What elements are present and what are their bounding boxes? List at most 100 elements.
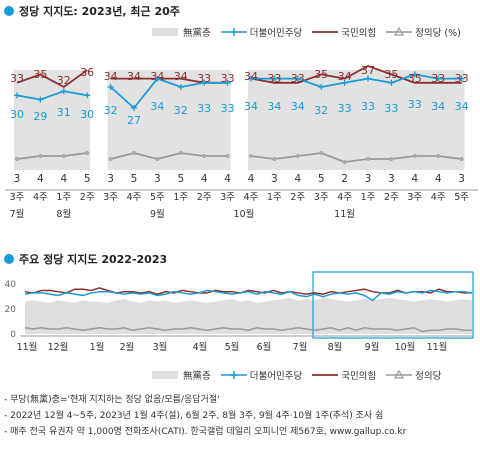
legend-item-dem: 더불어민주당 bbox=[220, 368, 302, 382]
legend-item-noparty: 無黨층 bbox=[152, 368, 211, 382]
dem-value-label: 34 bbox=[150, 100, 164, 113]
plus-marker-line-icon bbox=[220, 371, 247, 379]
month-label: 7월 bbox=[293, 341, 308, 353]
week-tick-label: 3주 bbox=[407, 192, 422, 203]
legend-label-justice: 정의당 bbox=[415, 371, 442, 382]
ppp-value-label: 33 bbox=[267, 72, 281, 85]
week-tick-label: 4주 bbox=[337, 192, 352, 203]
series-line-2-1 bbox=[110, 152, 228, 160]
dem-point bbox=[60, 88, 67, 95]
ppp-value-label: 35 bbox=[384, 68, 398, 81]
justice-value-label: 4 bbox=[248, 173, 255, 185]
dem-value-label: 32 bbox=[314, 104, 328, 117]
footnote-1: - 무당(無黨)층='현재 지지하는 정당 없음/모름/응답거절' bbox=[4, 395, 220, 405]
week-tick-label: 1주 bbox=[56, 192, 71, 203]
section1-title-text: 정당 지지도: 2023년, 최근 20주 bbox=[19, 5, 180, 18]
justice-point bbox=[412, 154, 417, 158]
noparty-area-1 bbox=[107, 70, 231, 170]
y-tick-label: 0 bbox=[10, 330, 16, 340]
bullet-dot-icon bbox=[4, 254, 14, 264]
justice-point bbox=[202, 154, 207, 158]
justice-value-label: 5 bbox=[84, 173, 91, 185]
dem-value-label: 32 bbox=[104, 104, 118, 117]
month-label: 11월 bbox=[17, 341, 38, 353]
dem-value-label: 34 bbox=[244, 100, 258, 113]
justice-value-label: 4 bbox=[411, 173, 418, 185]
footnotes: - 무당(無黨)층='현재 지지하는 정당 없음/모름/응답거절' - 2022… bbox=[4, 392, 406, 440]
ppp-value-label: 35 bbox=[314, 68, 328, 81]
dem-value-label: 33 bbox=[221, 102, 235, 115]
dem-point bbox=[271, 75, 278, 82]
month-label: 12월 bbox=[48, 341, 69, 353]
justice-value-label: 3 bbox=[271, 173, 278, 185]
week-tick-label: 2주 bbox=[384, 192, 399, 203]
month-label: 10월 bbox=[395, 341, 416, 353]
series-line-1 bbox=[24, 289, 473, 302]
justice-point bbox=[85, 151, 90, 155]
legend-label-ppp: 국민의힘 bbox=[341, 28, 377, 39]
recent-period-highlight-box bbox=[312, 271, 474, 339]
ppp-value-label: 33 bbox=[431, 72, 445, 85]
noparty-area bbox=[25, 297, 472, 334]
ppp-value-label: 37 bbox=[361, 64, 375, 77]
week-tick-label: 1주 bbox=[173, 192, 188, 203]
dem-point bbox=[248, 75, 254, 82]
dem-point bbox=[318, 84, 325, 90]
series-line-1-0 bbox=[16, 90, 88, 101]
ppp-value-label: 34 bbox=[150, 70, 164, 83]
week-tick-label: 2주 bbox=[80, 192, 95, 203]
gray-box-icon bbox=[152, 28, 178, 36]
section2-title-text: 주요 정당 지지도 2022-2023 bbox=[19, 253, 168, 266]
dem-point bbox=[84, 92, 91, 99]
dem-value-label: 33 bbox=[408, 98, 422, 111]
ppp-value-label: 33 bbox=[10, 72, 24, 85]
justice-point bbox=[319, 151, 324, 155]
justice-value-label: 3 bbox=[458, 173, 465, 185]
week-tick-label: 5주 bbox=[150, 192, 165, 203]
series-line-1-1 bbox=[109, 77, 228, 110]
justice-value-label: 4 bbox=[60, 173, 67, 185]
series-line-2-0 bbox=[16, 152, 88, 160]
justice-value-label: 4 bbox=[224, 173, 231, 185]
month-label: 8월 bbox=[328, 341, 343, 353]
dem-value-label: 33 bbox=[384, 102, 398, 115]
week-tick-label: 3주 bbox=[220, 192, 235, 203]
dem-point bbox=[341, 79, 348, 86]
bullet-dot-icon bbox=[4, 6, 14, 16]
ppp-value-label: 34 bbox=[104, 70, 118, 83]
justice-point bbox=[295, 154, 300, 158]
justice-point bbox=[15, 157, 19, 161]
section1-title: 정당 지지도: 2023년, 최근 20주 bbox=[4, 3, 180, 19]
justice-value-label: 2 bbox=[341, 173, 348, 185]
justice-point bbox=[272, 157, 277, 161]
ppp-value-label: 33 bbox=[221, 72, 235, 85]
series-line-2-2 bbox=[250, 152, 462, 163]
series-line-0-0 bbox=[16, 69, 88, 89]
dem-point bbox=[365, 75, 371, 82]
dem-point bbox=[435, 75, 442, 82]
month-label: 5월 bbox=[225, 341, 240, 353]
legend-label-ppp: 국민의힘 bbox=[341, 371, 377, 382]
legend-label-justice: 정의당 (%) bbox=[415, 28, 461, 39]
legend-item-dem: 더불어민주당 bbox=[220, 25, 302, 39]
dem-value-label: 27 bbox=[127, 114, 141, 127]
justice-value-label: 4 bbox=[37, 173, 44, 185]
week-tick-label: 2주 bbox=[290, 192, 305, 203]
dem-value-label: 34 bbox=[291, 100, 305, 113]
series-line-2 bbox=[24, 326, 472, 333]
justice-point bbox=[389, 157, 394, 161]
ppp-value-label: 34 bbox=[174, 70, 188, 83]
section2-title: 주요 정당 지지도 2022-2023 bbox=[4, 251, 167, 267]
justice-point bbox=[108, 157, 113, 161]
dem-value-label: 32 bbox=[174, 104, 188, 117]
legend-item-noparty: 無黨층 bbox=[152, 25, 211, 39]
y-tick-label: 20 bbox=[5, 305, 17, 315]
week-tick-label: 5주 bbox=[454, 192, 469, 203]
month-label: 2월 bbox=[120, 341, 135, 353]
noparty-area-0 bbox=[14, 70, 91, 170]
series-line-1-2 bbox=[251, 73, 462, 88]
month-label: 1월 bbox=[90, 341, 105, 353]
justice-point bbox=[459, 157, 464, 161]
week-tick-label: 1주 bbox=[361, 192, 376, 203]
